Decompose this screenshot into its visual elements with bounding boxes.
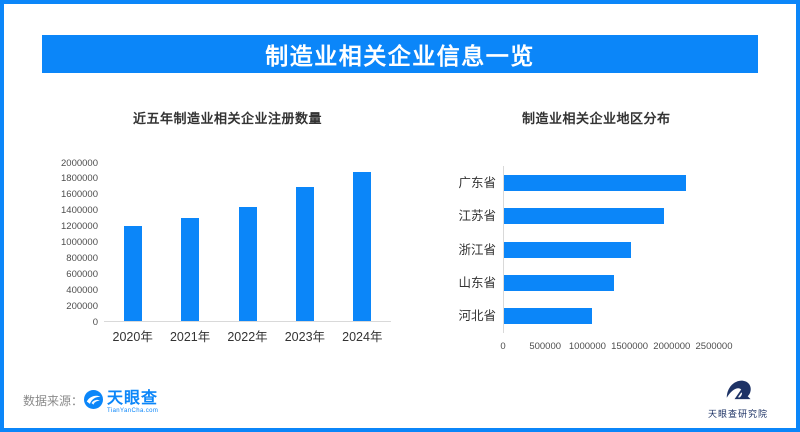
region-category-label: 广东省 — [458, 175, 496, 190]
region-x-axis: 0 500000 1000000 1500000 2000000 2500000 — [500, 341, 732, 354]
bar-河北省 — [504, 308, 593, 325]
x-tick-label: 2000000 — [653, 341, 691, 352]
y-tick-label: 0 — [92, 316, 98, 328]
bar-广东省 — [504, 174, 687, 191]
x-category-label: 2024年 — [342, 330, 383, 344]
bar-2020年 — [123, 226, 142, 321]
bar-2022年 — [238, 207, 257, 321]
tianyancha-logo-text: 天眼查 — [107, 390, 159, 407]
y-tick-label: 2000000 — [61, 157, 98, 169]
x-tick-label: 1000000 — [568, 341, 606, 352]
bar-2023年 — [295, 186, 314, 321]
registrations-x-axis: 2020年 2021年 2022年 2023年 2024年 — [104, 331, 391, 347]
tianyancha-logo-url: TianYanCha.com — [107, 408, 159, 414]
x-category-label: 2023年 — [284, 330, 326, 344]
region-chart-title: 制造业相关企业地区分布 — [522, 111, 671, 126]
registrations-chart-title: 近五年制造业相关企业注册数量 — [133, 111, 323, 126]
y-tick-label: 200000 — [66, 300, 98, 312]
region-plot-area — [503, 166, 714, 333]
research-institute-logo: 天眼查研究院 — [702, 378, 774, 420]
research-institute-icon — [702, 378, 774, 405]
bar-江苏省 — [504, 208, 664, 225]
bar-山东省 — [504, 274, 615, 291]
page-title: 制造业相关企业信息一览 — [265, 43, 535, 69]
region-category-axis: 广东省江苏省浙江省山东省河北省 — [436, 166, 496, 333]
y-tick-label: 1000000 — [61, 236, 98, 248]
y-tick-label: 1800000 — [61, 173, 98, 185]
y-tick-label: 600000 — [66, 268, 98, 280]
x-tick-label: 0 — [500, 341, 506, 352]
y-tick-label: 1600000 — [61, 189, 98, 201]
region-category-label: 河北省 — [458, 309, 496, 324]
x-category-label: 2021年 — [169, 330, 211, 344]
y-tick-label: 800000 — [66, 252, 98, 264]
x-category-label: 2020年 — [112, 330, 153, 344]
region-category-label: 山东省 — [458, 275, 496, 290]
header-banner: 制造业相关企业信息一览 — [42, 35, 758, 73]
x-tick-label: 2500000 — [695, 341, 733, 352]
region-category-label: 江苏省 — [458, 209, 496, 224]
registrations-y-axis: 0 200000 400000 600000 800000 1000000 1200000 1… — [48, 158, 98, 326]
registrations-plot-area — [104, 163, 391, 322]
y-tick-label: 1200000 — [61, 220, 98, 232]
x-category-label: 2022年 — [227, 330, 268, 344]
tianyancha-logo-icon — [84, 390, 103, 409]
research-institute-text: 天眼查研究院 — [707, 409, 768, 419]
region-category-label: 浙江省 — [458, 242, 496, 257]
tianyancha-logo: 天眼查 TianYanCha.com — [84, 390, 158, 414]
y-tick-label: 400000 — [66, 284, 98, 296]
bar-2021年 — [181, 217, 200, 321]
data-source-label: 数据来源： — [23, 394, 84, 408]
x-tick-label: 1500000 — [611, 341, 649, 352]
x-tick-label: 500000 — [529, 341, 562, 352]
bar-2024年 — [353, 171, 372, 321]
y-tick-label: 1400000 — [61, 204, 98, 216]
bar-浙江省 — [504, 241, 631, 258]
